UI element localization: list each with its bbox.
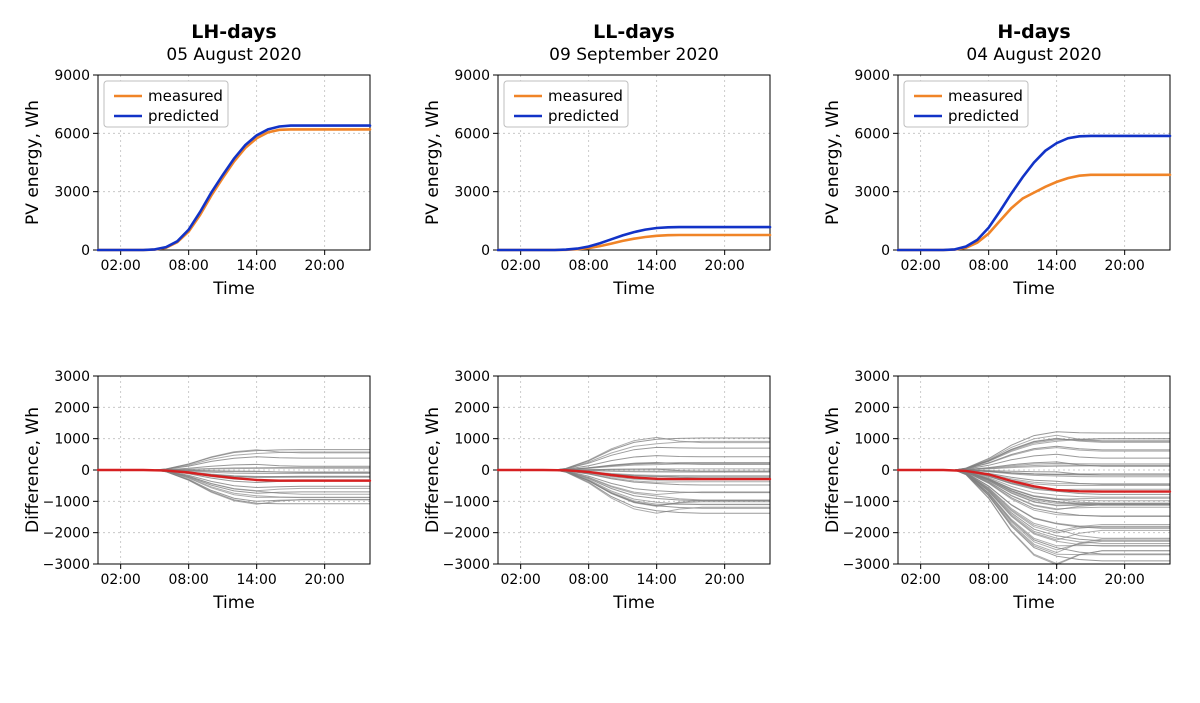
svg-text:H-days: H-days: [997, 21, 1070, 43]
svg-text:Time: Time: [1012, 593, 1055, 613]
svg-text:PV energy, Wh: PV energy, Wh: [23, 100, 43, 225]
svg-text:LH-days: LH-days: [191, 21, 276, 43]
svg-text:0: 0: [881, 243, 890, 259]
svg-text:20:00: 20:00: [304, 572, 344, 588]
svg-text:02:00: 02:00: [100, 258, 140, 274]
svg-text:02:00: 02:00: [500, 258, 540, 274]
svg-text:Time: Time: [612, 593, 655, 613]
svg-text:08:00: 08:00: [568, 572, 608, 588]
difference-chart: 02:00 08:00 14:00 20:00 −3000 −2000 −1000 0 1000…: [820, 354, 1180, 634]
svg-text:predicted: predicted: [948, 107, 1019, 125]
svg-text:02:00: 02:00: [900, 258, 940, 274]
panel-bottom: 02:00 08:00 14:00 20:00 −3000 −2000 −1000 0 1000…: [20, 354, 380, 634]
svg-text:09 September 2020: 09 September 2020: [549, 45, 719, 65]
svg-text:14:00: 14:00: [1036, 258, 1076, 274]
svg-text:Time: Time: [212, 593, 255, 613]
svg-text:3000: 3000: [454, 369, 490, 385]
svg-text:Time: Time: [1012, 279, 1055, 299]
svg-text:2000: 2000: [454, 400, 490, 416]
svg-text:20:00: 20:00: [1104, 572, 1144, 588]
svg-text:measured: measured: [548, 87, 623, 105]
svg-text:14:00: 14:00: [636, 572, 676, 588]
svg-text:predicted: predicted: [148, 107, 219, 125]
svg-text:PV energy, Wh: PV energy, Wh: [423, 100, 443, 225]
svg-text:9000: 9000: [854, 68, 890, 84]
pv-energy-chart: LL-days09 September 2020 02:00 08:00 14:00 2…: [420, 20, 780, 320]
svg-text:6000: 6000: [854, 126, 890, 142]
svg-text:14:00: 14:00: [636, 258, 676, 274]
svg-text:0: 0: [481, 243, 490, 259]
svg-text:predicted: predicted: [548, 107, 619, 125]
svg-text:−1000: −1000: [443, 494, 490, 510]
svg-text:LL-days: LL-days: [593, 21, 675, 43]
svg-text:3000: 3000: [854, 185, 890, 201]
svg-text:04 August 2020: 04 August 2020: [966, 45, 1101, 65]
svg-text:−1000: −1000: [43, 494, 90, 510]
panel-bottom: 02:00 08:00 14:00 20:00 −3000 −2000 −1000 0 1000…: [820, 354, 1180, 634]
svg-text:0: 0: [481, 463, 490, 479]
figure-grid: LH-days05 August 2020 02:00 08:00 14:00 20:0…: [20, 20, 1180, 634]
svg-text:−3000: −3000: [443, 557, 490, 573]
svg-text:0: 0: [81, 463, 90, 479]
svg-text:9000: 9000: [54, 68, 90, 84]
svg-text:02:00: 02:00: [100, 572, 140, 588]
svg-text:02:00: 02:00: [900, 572, 940, 588]
svg-text:0: 0: [81, 243, 90, 259]
svg-text:14:00: 14:00: [236, 572, 276, 588]
svg-text:−3000: −3000: [43, 557, 90, 573]
pv-energy-chart: LH-days05 August 2020 02:00 08:00 14:00 20:0…: [20, 20, 380, 320]
svg-text:Difference, Wh: Difference, Wh: [23, 407, 43, 533]
svg-text:08:00: 08:00: [568, 258, 608, 274]
difference-chart: 02:00 08:00 14:00 20:00 −3000 −2000 −1000 0 1000…: [20, 354, 380, 634]
svg-text:20:00: 20:00: [704, 572, 744, 588]
svg-text:6000: 6000: [454, 126, 490, 142]
svg-text:measured: measured: [148, 87, 223, 105]
svg-text:08:00: 08:00: [168, 572, 208, 588]
panel-top: H-days04 August 2020 02:00 08:00 14:00 20:00…: [820, 20, 1180, 320]
difference-chart: 02:00 08:00 14:00 20:00 −3000 −2000 −1000 0 1000…: [420, 354, 780, 634]
svg-text:Time: Time: [212, 279, 255, 299]
svg-text:2000: 2000: [854, 400, 890, 416]
svg-text:Time: Time: [612, 279, 655, 299]
svg-text:05 August 2020: 05 August 2020: [166, 45, 301, 65]
svg-text:20:00: 20:00: [304, 258, 344, 274]
panel-top: LH-days05 August 2020 02:00 08:00 14:00 20:0…: [20, 20, 380, 320]
svg-text:1000: 1000: [854, 432, 890, 448]
svg-text:08:00: 08:00: [968, 258, 1008, 274]
svg-text:20:00: 20:00: [1104, 258, 1144, 274]
svg-text:2000: 2000: [54, 400, 90, 416]
panel-bottom: 02:00 08:00 14:00 20:00 −3000 −2000 −1000 0 1000…: [420, 354, 780, 634]
svg-text:−2000: −2000: [43, 526, 90, 542]
svg-text:−2000: −2000: [443, 526, 490, 542]
svg-text:3000: 3000: [454, 185, 490, 201]
svg-text:3000: 3000: [54, 185, 90, 201]
svg-text:1000: 1000: [454, 432, 490, 448]
svg-text:14:00: 14:00: [236, 258, 276, 274]
svg-text:02:00: 02:00: [500, 572, 540, 588]
svg-text:PV energy, Wh: PV energy, Wh: [823, 100, 843, 225]
svg-text:−2000: −2000: [843, 526, 890, 542]
svg-text:0: 0: [881, 463, 890, 479]
svg-text:3000: 3000: [854, 369, 890, 385]
panel-top: LL-days09 September 2020 02:00 08:00 14:00 2…: [420, 20, 780, 320]
svg-text:−1000: −1000: [843, 494, 890, 510]
svg-text:Difference, Wh: Difference, Wh: [823, 407, 843, 533]
svg-text:20:00: 20:00: [704, 258, 744, 274]
svg-text:−3000: −3000: [843, 557, 890, 573]
svg-text:1000: 1000: [54, 432, 90, 448]
svg-text:14:00: 14:00: [1036, 572, 1076, 588]
svg-text:measured: measured: [948, 87, 1023, 105]
svg-text:08:00: 08:00: [968, 572, 1008, 588]
svg-text:9000: 9000: [454, 68, 490, 84]
svg-text:08:00: 08:00: [168, 258, 208, 274]
svg-text:6000: 6000: [54, 126, 90, 142]
svg-text:Difference, Wh: Difference, Wh: [423, 407, 443, 533]
svg-text:3000: 3000: [54, 369, 90, 385]
pv-energy-chart: H-days04 August 2020 02:00 08:00 14:00 20:00…: [820, 20, 1180, 320]
